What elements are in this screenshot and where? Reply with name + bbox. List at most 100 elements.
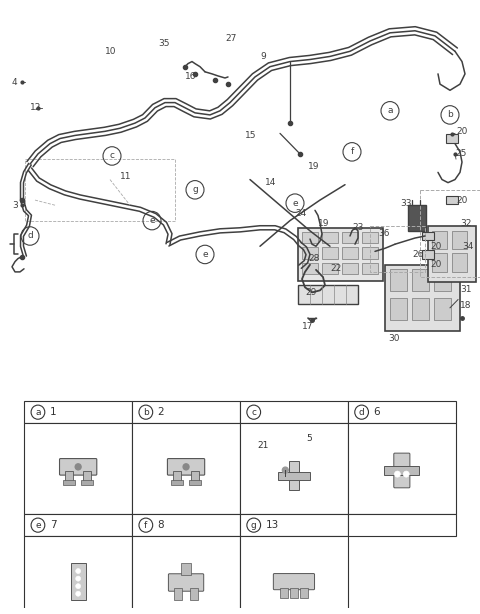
Bar — [390, 269, 407, 292]
Bar — [422, 232, 434, 240]
Text: f: f — [350, 147, 354, 157]
Bar — [191, 472, 199, 482]
Text: b: b — [447, 111, 453, 119]
Text: 11: 11 — [120, 172, 132, 181]
Bar — [434, 269, 451, 292]
Bar — [302, 232, 318, 243]
Circle shape — [75, 464, 81, 470]
Bar — [446, 134, 458, 142]
Text: g: g — [192, 185, 198, 194]
Text: 29: 29 — [305, 288, 316, 297]
Bar — [240, 514, 348, 536]
Bar — [362, 232, 378, 243]
FancyBboxPatch shape — [394, 453, 410, 488]
Bar — [290, 588, 298, 598]
Bar — [452, 231, 467, 249]
Text: 31: 31 — [460, 285, 471, 294]
Bar — [428, 226, 476, 282]
Text: g: g — [251, 521, 257, 530]
Text: 6: 6 — [373, 407, 380, 417]
Text: 33: 33 — [400, 199, 411, 208]
Text: 4: 4 — [12, 77, 18, 87]
Bar — [280, 588, 288, 598]
Text: 7: 7 — [50, 520, 56, 530]
Bar — [24, 423, 132, 514]
Bar — [370, 226, 425, 272]
Bar — [289, 460, 299, 490]
Bar — [240, 401, 348, 423]
Bar — [81, 480, 93, 484]
Bar — [63, 480, 75, 484]
Bar — [298, 286, 358, 304]
Bar — [24, 401, 132, 423]
Text: 1: 1 — [50, 407, 56, 417]
Text: 13: 13 — [265, 520, 279, 530]
Text: 25: 25 — [455, 149, 467, 158]
Text: a: a — [387, 106, 393, 115]
FancyBboxPatch shape — [60, 459, 97, 475]
Bar — [174, 588, 181, 600]
Text: 22: 22 — [330, 264, 341, 273]
Bar — [71, 564, 85, 600]
Text: 20: 20 — [430, 242, 442, 251]
Bar — [446, 196, 458, 204]
Bar — [348, 423, 456, 514]
Text: 19: 19 — [318, 219, 329, 228]
Bar — [302, 247, 318, 258]
Bar — [65, 472, 73, 482]
Bar — [132, 536, 240, 614]
Circle shape — [183, 464, 189, 470]
Text: 17: 17 — [302, 322, 313, 331]
Text: a: a — [35, 408, 41, 417]
Text: 20: 20 — [456, 127, 468, 136]
Bar — [298, 228, 383, 281]
Text: f: f — [144, 521, 147, 530]
Bar — [452, 254, 467, 272]
Bar — [189, 480, 201, 484]
Bar — [278, 472, 310, 480]
Bar — [362, 263, 378, 274]
Bar — [300, 588, 308, 598]
Text: 18: 18 — [460, 301, 471, 310]
Bar — [181, 563, 191, 575]
Text: e: e — [35, 521, 41, 530]
Bar — [434, 298, 451, 320]
Bar — [342, 232, 358, 243]
Bar — [342, 247, 358, 258]
Circle shape — [76, 569, 81, 573]
Text: 16: 16 — [185, 72, 196, 82]
Text: 3: 3 — [12, 201, 18, 210]
Text: 34: 34 — [462, 242, 473, 251]
Text: 20: 20 — [430, 260, 442, 269]
Bar — [384, 466, 420, 475]
Text: 9: 9 — [260, 52, 266, 61]
Bar — [240, 423, 348, 514]
Circle shape — [403, 471, 409, 477]
Bar — [420, 190, 480, 277]
Text: b: b — [143, 408, 149, 417]
Text: 10: 10 — [105, 47, 117, 56]
Text: 28: 28 — [308, 254, 319, 263]
Bar — [322, 263, 338, 274]
FancyBboxPatch shape — [273, 573, 314, 589]
Text: e: e — [149, 216, 155, 225]
Text: 15: 15 — [245, 131, 256, 140]
Bar — [302, 263, 318, 274]
Bar — [348, 401, 456, 423]
Text: 2: 2 — [157, 407, 164, 417]
Bar — [322, 232, 338, 243]
Text: 27: 27 — [225, 34, 236, 44]
Text: e: e — [292, 199, 298, 208]
Bar — [342, 263, 358, 274]
Text: 32: 32 — [460, 219, 471, 228]
Bar — [322, 247, 338, 258]
Bar — [362, 247, 378, 258]
Bar — [132, 423, 240, 514]
Bar — [191, 588, 198, 600]
Circle shape — [76, 584, 81, 589]
Bar — [432, 231, 447, 249]
Text: d: d — [359, 408, 364, 417]
Bar — [412, 298, 429, 320]
Text: 23: 23 — [352, 223, 363, 232]
Bar — [24, 536, 132, 614]
